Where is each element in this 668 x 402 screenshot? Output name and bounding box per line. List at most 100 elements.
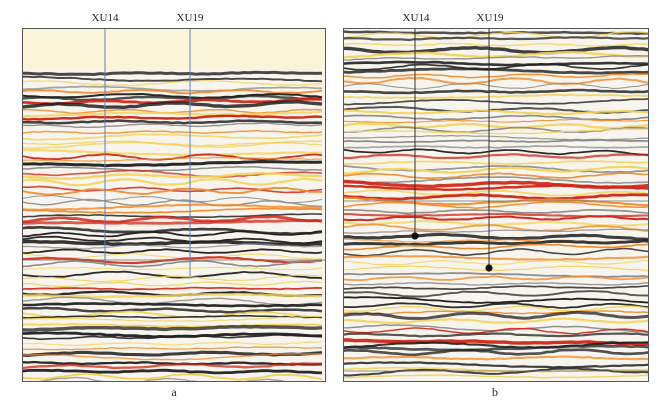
seismic-reflector [343, 259, 649, 266]
seismic-reflector [343, 145, 649, 149]
seismic-reflector [22, 259, 323, 268]
seismic-reflector [22, 88, 323, 95]
seismic-reflector [22, 346, 322, 351]
seismic-reflector [22, 198, 323, 208]
section-frame [22, 28, 326, 382]
seismic-reflector [343, 109, 649, 115]
seismic-reflector [22, 239, 323, 247]
seismic-reflector [343, 160, 649, 166]
seismic-reflector [22, 166, 323, 172]
seismic-reflector [22, 129, 323, 135]
seismic-reflector [343, 215, 649, 222]
seismic-reflector [343, 42, 649, 47]
well-label-b-xu19: XU19 [476, 12, 504, 24]
seismic-reflector [343, 348, 649, 357]
seismic-reflector [22, 360, 323, 366]
seismic-reflector [343, 45, 649, 55]
seismic-reflector [22, 177, 323, 187]
seismic-reflector [343, 188, 649, 197]
seismic-reflector [22, 75, 323, 83]
seismic-reflector [22, 203, 323, 211]
seismic-reflector [343, 247, 649, 257]
seismic-reflector [343, 76, 649, 86]
seismic-reflector [343, 228, 649, 234]
seismic-reflector [343, 93, 649, 100]
seismic-reflector [22, 160, 323, 168]
seismic-reflector [22, 302, 323, 308]
seismic-reflector [22, 243, 323, 250]
well-label-a-xu19: XU19 [176, 12, 204, 24]
seismic-reflector [343, 272, 649, 278]
seismic-reflector [343, 67, 649, 75]
seismic-reflector [22, 286, 323, 291]
seismic-reflector [22, 94, 323, 102]
seismic-reflector [22, 139, 323, 150]
seismic-reflector [22, 292, 323, 299]
seismic-reflector [22, 133, 323, 141]
seismic-reflector [343, 55, 649, 61]
seismic-reflector [22, 306, 323, 314]
seismic-reflector [343, 232, 649, 241]
section-top-blank [22, 28, 326, 70]
seismic-reflector [343, 243, 649, 251]
seismic-reflector [343, 296, 649, 304]
seismic-reflector [343, 122, 649, 130]
seismic-reflector [343, 310, 649, 321]
seismic-reflector [22, 156, 323, 162]
seismic-reflector [343, 355, 649, 361]
seismic-reflector [343, 118, 649, 124]
seismic-reflector [22, 230, 323, 238]
seismic-panel-a [22, 28, 326, 382]
seismic-reflector [22, 280, 323, 287]
seismic-reflector [22, 207, 323, 214]
seismic-reflector [343, 302, 649, 309]
seismic-reflector [343, 126, 649, 134]
seismic-reflector [343, 305, 649, 313]
seismic-section-b [343, 28, 649, 382]
seismic-reflector [343, 341, 649, 349]
seismic-reflector [22, 270, 323, 279]
seismic-reflector [343, 374, 649, 379]
seismic-reflector [343, 139, 649, 144]
seismic-reflector [343, 176, 649, 185]
section-frame [343, 28, 649, 382]
seismic-reflector [343, 265, 649, 272]
seismic-reflector [22, 372, 323, 381]
seismic-reflector [343, 98, 649, 106]
seismic-reflector [22, 219, 323, 225]
reflector-group [343, 30, 649, 379]
seismic-reflector [343, 165, 649, 175]
seismic-reflector [343, 73, 649, 79]
seismic-reflector [22, 376, 295, 382]
well-target-marker [485, 264, 493, 272]
seismic-reflector [22, 119, 323, 125]
seismic-reflector [22, 324, 323, 332]
panel-caption-a: a [171, 385, 177, 399]
seismic-reflector [343, 208, 649, 215]
seismic-reflector [22, 341, 323, 346]
panel-caption-b: b [492, 385, 498, 399]
seismic-reflector [343, 88, 649, 95]
seismic-reflector [343, 36, 649, 42]
seismic-reflector [22, 368, 323, 375]
seismic-reflector [343, 50, 649, 59]
seismic-reflector [343, 254, 649, 261]
seismic-reflector [343, 332, 649, 338]
seismic-reflector [22, 314, 323, 319]
seismic-reflector [343, 310, 649, 315]
seismic-reflector [22, 323, 323, 328]
well-label-a-xu14: XU14 [91, 12, 119, 24]
seismic-reflector [22, 353, 322, 361]
seismic-reflector [343, 284, 649, 291]
seismic-reflector [22, 215, 323, 224]
seismic-reflector [343, 172, 649, 180]
seismic-reflector [343, 281, 649, 286]
seismic-reflector [343, 317, 649, 325]
seismic-reflector [343, 367, 649, 377]
seismic-reflector [22, 266, 323, 271]
seismic-reflector [343, 239, 649, 247]
seismic-reflector [22, 274, 323, 283]
seismic-reflector [22, 362, 322, 370]
seismic-reflector [22, 79, 323, 87]
seismic-reflector [343, 114, 649, 121]
